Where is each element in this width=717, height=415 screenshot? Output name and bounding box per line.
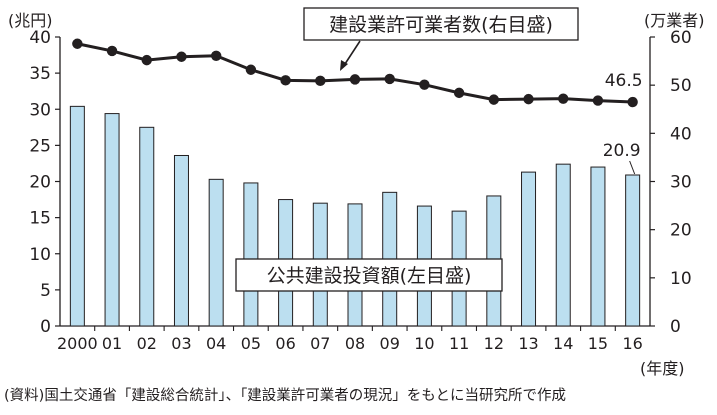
line-point: [106, 45, 118, 57]
line-point: [176, 51, 187, 62]
line-point: [280, 75, 291, 86]
bar: [555, 163, 571, 327]
bar: [69, 105, 85, 327]
left-axis-tick-label: 30: [29, 100, 51, 120]
right-axis-tick-label: 20: [670, 221, 692, 241]
bar-end-value-leader: [629, 160, 636, 175]
line-point: [349, 74, 361, 85]
callout-arrow-head: [340, 60, 348, 71]
bar: [173, 154, 189, 327]
x-axis-tick-label: 05: [241, 334, 261, 353]
bar: [521, 171, 537, 327]
line-point: [210, 50, 222, 61]
bar: [104, 113, 120, 327]
right-axis: 0 10 20 30 40 50 60: [649, 28, 692, 337]
line-point: [488, 94, 500, 105]
x-axis-tick-label: 2000: [57, 334, 98, 353]
left-axis-tick-label: 20: [29, 173, 51, 193]
left-axis-tick-label: 40: [29, 28, 51, 48]
labels: 46.5 20.9 建設業許可業者数(右目盛) 公共建設投資額(左目盛): [235, 7, 643, 292]
right-axis-tick-label: 60: [670, 28, 692, 48]
source-note: (資料)国土交通省「建設総合統計」、「建設業許可業者の現況」をもとに当研究所で作…: [4, 388, 567, 404]
line-point: [453, 87, 465, 99]
right-axis-unit-label: (万業者): [644, 11, 705, 30]
bar: [243, 182, 259, 327]
left-axis-tick-label: 25: [29, 136, 51, 156]
x-axis-tick-label: 07: [310, 334, 330, 353]
line-point: [592, 95, 604, 106]
line-point: [384, 73, 395, 85]
x-axis: 2000 01 02 03 04 05 06 07 08 09 10 11 12 13 14 15 16: [57, 325, 650, 353]
bar-end-value-label: 20.9: [603, 141, 641, 161]
x-axis-tick-label: 13: [518, 334, 538, 353]
left-axis-unit-label: (兆円): [8, 11, 53, 30]
x-axis-tick-label: 12: [484, 334, 504, 353]
bar: [208, 178, 224, 327]
line-point: [419, 79, 430, 90]
line-point: [141, 54, 152, 66]
left-axis-tick-label: 15: [29, 209, 51, 229]
right-axis-tick-label: 10: [670, 269, 692, 289]
right-axis-tick-label: 30: [670, 173, 692, 193]
x-axis-tick-label: 02: [137, 334, 157, 353]
x-axis-tick-label: 09: [380, 334, 400, 353]
x-axis-tick-label: 01: [102, 334, 122, 353]
bar-series: [69, 105, 641, 327]
line-point: [72, 38, 83, 49]
line-series-label-box: [303, 7, 579, 41]
x-axis-tick-label: 15: [588, 334, 608, 353]
x-axis-tick-label: 08: [345, 334, 365, 353]
series-line: [77, 42, 633, 104]
right-axis-tick-label: 40: [670, 124, 692, 144]
x-axis-unit-label: (年度): [640, 359, 685, 378]
bar-series-label-box: [235, 258, 503, 292]
line-point: [315, 75, 326, 87]
x-axis-tick-label: 14: [553, 334, 573, 353]
x-axis-tick-label: 06: [275, 334, 295, 353]
x-axis-tick-label: 10: [414, 334, 434, 353]
x-axis-tick-label: 04: [206, 334, 226, 353]
line-series: [72, 38, 638, 108]
bar-series-label: 公共建設投資額(左目盛): [267, 265, 472, 287]
line-point: [245, 64, 257, 75]
line-end-value-label: 46.5: [605, 71, 643, 91]
line-point: [627, 96, 638, 108]
left-axis-tick-label: 35: [29, 64, 51, 84]
bar: [139, 126, 155, 327]
left-axis: 0 5 10 15 20 25 30 35 40: [29, 28, 61, 337]
right-axis-tick-label: 0: [670, 317, 681, 337]
x-axis-tick-label: 16: [622, 334, 642, 353]
callout-arrow-shaft: [342, 40, 361, 68]
x-axis-tick-label: 11: [449, 334, 469, 353]
left-axis-tick-label: 0: [40, 317, 51, 337]
x-axis-tick-label: 03: [171, 334, 191, 353]
bar: [590, 166, 606, 327]
bar: [625, 174, 641, 327]
left-axis-tick-label: 5: [40, 281, 51, 301]
right-axis-tick-label: 50: [670, 76, 692, 96]
left-axis-tick-label: 10: [29, 245, 51, 265]
line-point: [523, 93, 534, 105]
line-point: [558, 93, 569, 104]
line-series-label: 建設業許可業者数(右目盛): [329, 14, 553, 36]
